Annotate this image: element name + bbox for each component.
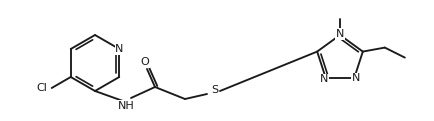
Text: N: N bbox=[115, 44, 123, 54]
Text: O: O bbox=[140, 57, 149, 67]
Text: Cl: Cl bbox=[37, 83, 48, 93]
Text: S: S bbox=[211, 85, 218, 95]
Text: N: N bbox=[351, 73, 359, 83]
Text: N: N bbox=[335, 29, 343, 39]
Text: NH: NH bbox=[117, 101, 134, 111]
Text: N: N bbox=[319, 74, 327, 84]
